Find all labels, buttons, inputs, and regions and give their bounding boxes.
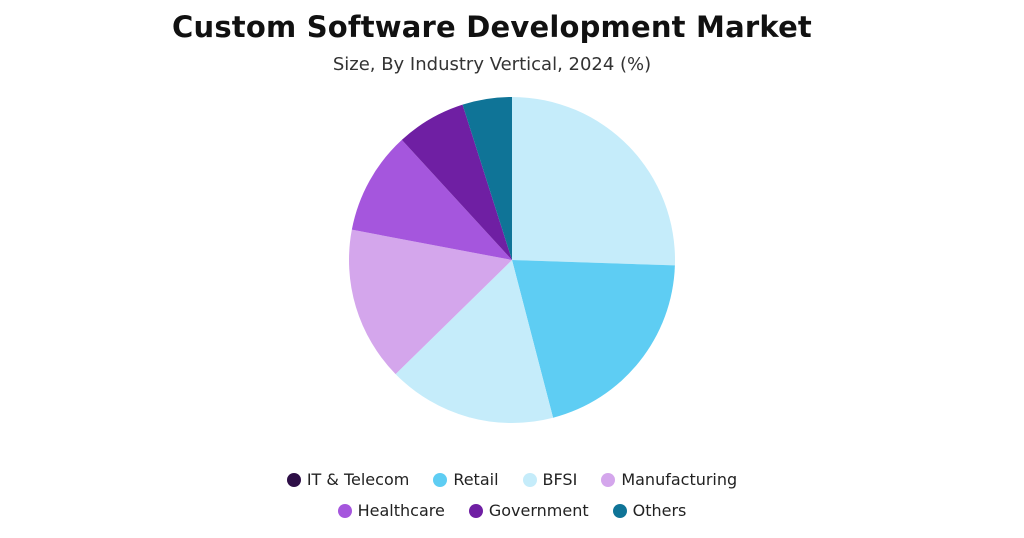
chart-title: Custom Software Development Market [172,10,812,44]
legend: IT & Telecom Retail BFSI Manufacturing Heal… [0,464,1024,526]
legend-label: Others [632,501,687,520]
pie-slice-government [401,104,512,260]
legend-item: Manufacturing [601,470,737,489]
legend-swatch [612,503,627,518]
legend-label: IT & Telecom [306,470,410,489]
legend-swatch [337,503,352,518]
legend-label: BFSI [542,470,578,489]
legend-label: Retail [453,470,499,489]
pie-slice-others [462,97,512,260]
chart-subtitle: Size, By Industry Vertical, 2024 (%) [332,54,652,75]
legend-swatch [522,472,537,487]
pie-slice-bfsi [395,260,554,424]
pie-slice-it-telecom [512,97,675,266]
legend-item: Healthcare [337,501,445,520]
legend-item: Others [612,501,687,520]
legend-label: Healthcare [357,501,445,520]
legend-item: BFSI [522,470,578,489]
legend-label: Government [488,501,589,520]
legend-swatch [286,472,301,487]
legend-swatch [468,503,483,518]
pie-slice-healthcare [351,139,512,260]
legend-swatch [433,472,448,487]
legend-swatch [601,472,616,487]
legend-item: Retail [433,470,499,489]
pie-slice-retail [512,260,675,418]
pie-slice-manufacturing [349,229,512,375]
legend-label: Manufacturing [621,470,738,489]
legend-item: Government [468,501,589,520]
legend-item: IT & Telecom [286,470,410,489]
